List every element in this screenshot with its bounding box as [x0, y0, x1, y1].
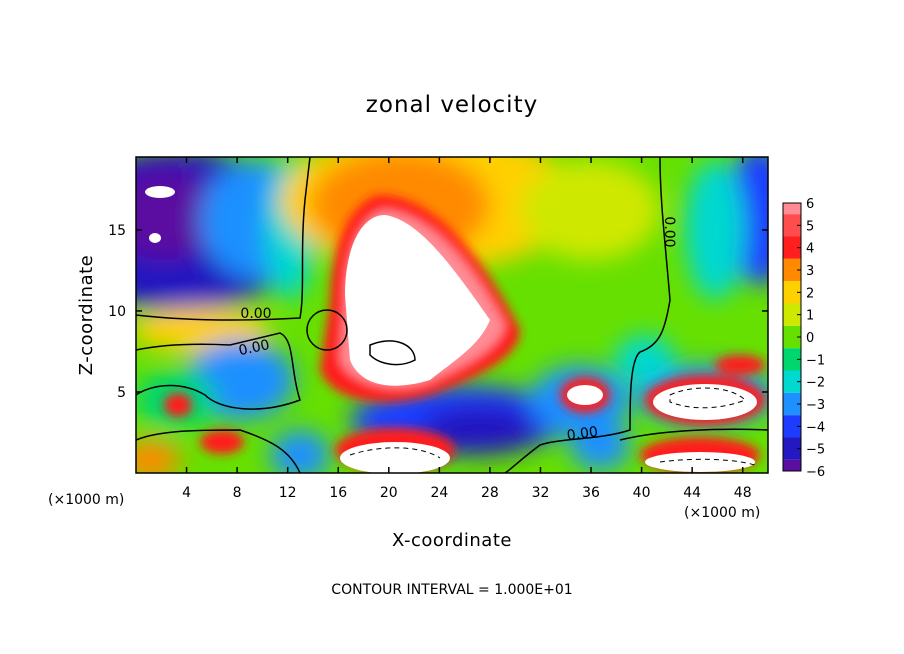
- x-axis-unit-left: (×1000 m): [48, 492, 124, 508]
- colorbar-label: 6: [806, 197, 814, 212]
- colorbar-label: 3: [806, 264, 814, 279]
- chart-title: zonal velocity: [366, 92, 538, 118]
- y-axis-label: Z-coordinate: [76, 255, 97, 376]
- colorbar-label: 4: [806, 242, 814, 257]
- x-tick-label: 12: [279, 485, 297, 501]
- y-tick-label: 5: [117, 385, 126, 401]
- x-ticks: 4 8 12 16 20 24 28 32 36 40 44 48: [182, 157, 752, 501]
- x-axis-label: X-coordinate: [392, 530, 512, 551]
- colorbar-label: −5: [806, 443, 825, 458]
- y-tick-label: 10: [108, 304, 126, 320]
- colorbar-label: 1: [806, 309, 814, 324]
- colorbar-swatch: [783, 459, 801, 471]
- x-tick-label: 16: [329, 485, 347, 501]
- colorbar-swatch: [783, 348, 801, 371]
- colorbar-label: −3: [806, 398, 825, 413]
- x-tick-label: 8: [233, 485, 242, 501]
- x-tick-label: 44: [683, 485, 701, 501]
- colorbar-swatch: [783, 370, 801, 393]
- colorbar-label: 0: [806, 331, 814, 346]
- colorbar: 6 5 4 3 2 1 0 −1 −2 −3 −4 −5 −6: [782, 197, 825, 480]
- x-tick-label: 48: [734, 485, 752, 501]
- colorbar-label: −2: [806, 376, 825, 391]
- contour-interval-note: CONTOUR INTERVAL = 1.000E+01: [331, 582, 572, 598]
- colorbar-swatch: [783, 437, 801, 460]
- contour-lines: [136, 157, 768, 473]
- x-tick-label: 36: [582, 485, 600, 501]
- x-tick-label: 20: [380, 485, 398, 501]
- colorbar-swatch: [783, 236, 801, 259]
- heatmap-field: [136, 157, 768, 473]
- colorbar-swatch: [783, 325, 801, 349]
- colorbar-swatch: [783, 203, 801, 215]
- colorbar-swatch: [783, 281, 801, 304]
- colorbar-label: −4: [806, 420, 825, 435]
- colorbar-label: −1: [806, 353, 825, 368]
- plot-frame: [135, 156, 769, 474]
- colorbar-swatch: [783, 415, 801, 438]
- colorbar-swatch: [783, 258, 801, 282]
- colorbar-label: 2: [806, 286, 814, 301]
- x-axis-unit-right: (×1000 m): [684, 505, 760, 521]
- colorbar-swatch: [783, 303, 801, 326]
- colorbar-label: −6: [806, 465, 825, 480]
- dashed-contours: [349, 387, 756, 466]
- contour-label: 0.00: [237, 337, 271, 359]
- contour-label: 0.00: [566, 424, 599, 444]
- colorbar-label: 5: [806, 219, 814, 234]
- colorbar-swatch: [783, 214, 801, 237]
- x-tick-label: 28: [481, 485, 499, 501]
- y-ticks: 5 10 15: [108, 223, 768, 401]
- y-tick-label: 15: [108, 223, 126, 239]
- colorbar-swatch: [783, 392, 801, 416]
- x-tick-label: 4: [182, 485, 191, 501]
- x-tick-label: 40: [633, 485, 651, 501]
- x-tick-label: 32: [532, 485, 550, 501]
- x-tick-label: 24: [430, 485, 448, 501]
- contour-label: 0.00: [661, 216, 677, 247]
- contour-label: 0.00: [240, 306, 271, 322]
